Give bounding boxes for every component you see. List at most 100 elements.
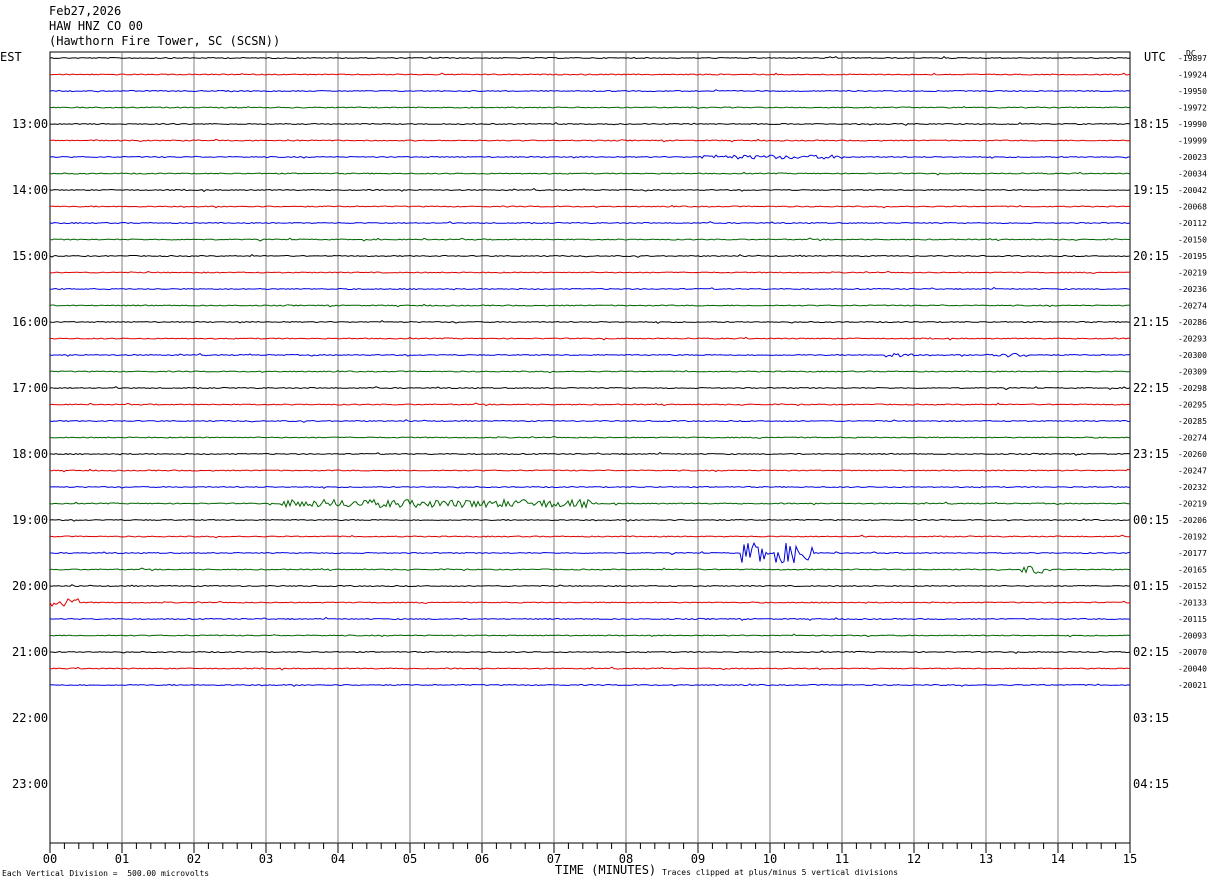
utc-hour-label: 00:15 bbox=[1133, 513, 1169, 527]
dc-offset-label: -20232 bbox=[1178, 483, 1207, 492]
dc-offset-label: -19990 bbox=[1178, 120, 1207, 129]
est-hour-label: 23:00 bbox=[12, 777, 48, 791]
est-hour-label: 21:00 bbox=[12, 645, 48, 659]
dc-offset-label: -20093 bbox=[1178, 632, 1207, 641]
dc-offset-label: -20133 bbox=[1178, 599, 1207, 608]
seismic-trace bbox=[49, 270, 1131, 275]
seismic-trace bbox=[50, 541, 1130, 564]
plot-frame bbox=[49, 51, 1131, 844]
dc-offset-label: -20150 bbox=[1178, 236, 1207, 245]
x-axis-title: TIME (MINUTES) bbox=[555, 863, 657, 877]
seismic-trace bbox=[49, 633, 1131, 638]
dc-offset-label: -20195 bbox=[1178, 252, 1207, 261]
est-hour-label: 14:00 bbox=[12, 183, 48, 197]
seismic-trace bbox=[49, 485, 1130, 489]
seismic-trace bbox=[49, 106, 1131, 110]
seismic-trace bbox=[49, 565, 1131, 574]
dc-offset-label: -20295 bbox=[1178, 401, 1207, 410]
seismic-trace bbox=[49, 55, 1131, 60]
x-tick-label: 04 bbox=[331, 852, 345, 866]
seismic-trace bbox=[49, 221, 1131, 225]
utc-hour-label: 21:15 bbox=[1133, 315, 1169, 329]
x-tick-label: 08 bbox=[619, 852, 633, 866]
seismic-trace bbox=[50, 616, 1131, 621]
utc-hour-label: 03:15 bbox=[1133, 711, 1169, 725]
seismic-trace bbox=[49, 468, 1131, 473]
location-label: (Hawthorn Fire Tower, SC (SCSN)) bbox=[49, 34, 281, 48]
seismic-trace bbox=[49, 154, 1131, 160]
dc-offset-label: -20192 bbox=[1178, 533, 1207, 542]
utc-hour-label: 04:15 bbox=[1133, 777, 1169, 791]
dc-offset-label: -20112 bbox=[1178, 219, 1207, 228]
seismic-trace bbox=[49, 237, 1131, 242]
x-tick-label: 12 bbox=[907, 852, 921, 866]
dc-offset-label: -20165 bbox=[1178, 566, 1207, 575]
seismic-trace bbox=[49, 171, 1131, 176]
seismic-trace bbox=[49, 303, 1131, 308]
x-tick-label: 15 bbox=[1123, 852, 1137, 866]
dc-offset-label: -20309 bbox=[1178, 368, 1207, 377]
x-tick-label: 03 bbox=[259, 852, 273, 866]
utc-hour-label: 02:15 bbox=[1133, 645, 1169, 659]
est-hour-label: 13:00 bbox=[12, 117, 48, 131]
x-tick-label: 09 bbox=[691, 852, 705, 866]
dc-axis-label: DC bbox=[1186, 49, 1196, 58]
dc-offset-label: -20286 bbox=[1178, 318, 1207, 327]
dc-offset-label: -20040 bbox=[1178, 665, 1207, 674]
dc-offset-label: -20293 bbox=[1178, 335, 1207, 344]
seismic-trace bbox=[49, 534, 1131, 539]
seismic-trace bbox=[50, 650, 1131, 655]
x-tick-label: 11 bbox=[835, 852, 849, 866]
utc-hour-label: 18:15 bbox=[1133, 117, 1169, 131]
seismic-trace bbox=[49, 683, 1131, 687]
dc-offset-label: -20260 bbox=[1178, 450, 1207, 459]
seismic-trace bbox=[49, 369, 1131, 374]
scale-note: Each Vertical Division = 500.00 microvol… bbox=[2, 869, 210, 878]
dc-offset-label: -20021 bbox=[1178, 681, 1207, 690]
seismic-trace bbox=[49, 286, 1131, 291]
x-tick-label: 06 bbox=[475, 852, 489, 866]
seismic-trace bbox=[50, 451, 1131, 456]
dc-offset-label: -20236 bbox=[1178, 285, 1207, 294]
x-tick-label: 02 bbox=[187, 852, 201, 866]
seismic-trace bbox=[49, 435, 1131, 440]
seismic-trace bbox=[49, 518, 1131, 522]
est-hour-label: 15:00 bbox=[12, 249, 48, 263]
utc-hour-label: 23:15 bbox=[1133, 447, 1169, 461]
dc-offset-label: -20298 bbox=[1178, 384, 1207, 393]
est-hour-label: 22:00 bbox=[12, 711, 48, 725]
dc-offset-label: -20115 bbox=[1178, 615, 1207, 624]
dc-offset-label: -20152 bbox=[1178, 582, 1207, 591]
x-tick-label: 01 bbox=[115, 852, 129, 866]
est-hour-label: 17:00 bbox=[12, 381, 48, 395]
seismic-trace bbox=[49, 497, 1130, 510]
utc-hour-label: 19:15 bbox=[1133, 183, 1169, 197]
x-tick-label: 05 bbox=[403, 852, 417, 866]
seismic-trace bbox=[49, 402, 1131, 407]
seismic-trace bbox=[49, 319, 1130, 324]
dc-offset-label: -19897 bbox=[1178, 54, 1207, 63]
dc-offset-label: -20219 bbox=[1178, 269, 1207, 278]
seismic-trace bbox=[49, 253, 1131, 258]
utc-hour-label: 20:15 bbox=[1133, 249, 1169, 263]
dc-offset-label: -20285 bbox=[1178, 417, 1207, 426]
utc-hour-label: 22:15 bbox=[1133, 381, 1169, 395]
est-hour-label: 19:00 bbox=[12, 513, 48, 527]
clip-note: Traces clipped at plus/minus 5 vertical … bbox=[662, 868, 899, 877]
dc-offset-label: -19999 bbox=[1178, 137, 1207, 146]
seismic-trace bbox=[49, 584, 1131, 588]
x-tick-label: 14 bbox=[1051, 852, 1065, 866]
dc-offset-label: -19972 bbox=[1178, 104, 1207, 113]
x-tick-label: 00 bbox=[43, 852, 57, 866]
seismic-trace bbox=[49, 352, 1131, 358]
seismic-trace bbox=[49, 72, 1131, 76]
seismic-trace bbox=[49, 89, 1131, 93]
seismic-trace bbox=[49, 666, 1131, 671]
seismic-trace bbox=[49, 597, 1130, 608]
dc-offset-label: -20300 bbox=[1178, 351, 1207, 360]
seismic-trace bbox=[49, 386, 1131, 391]
seismic-trace bbox=[49, 419, 1131, 423]
seismic-trace bbox=[49, 204, 1131, 209]
dc-offset-label: -20070 bbox=[1178, 648, 1207, 657]
